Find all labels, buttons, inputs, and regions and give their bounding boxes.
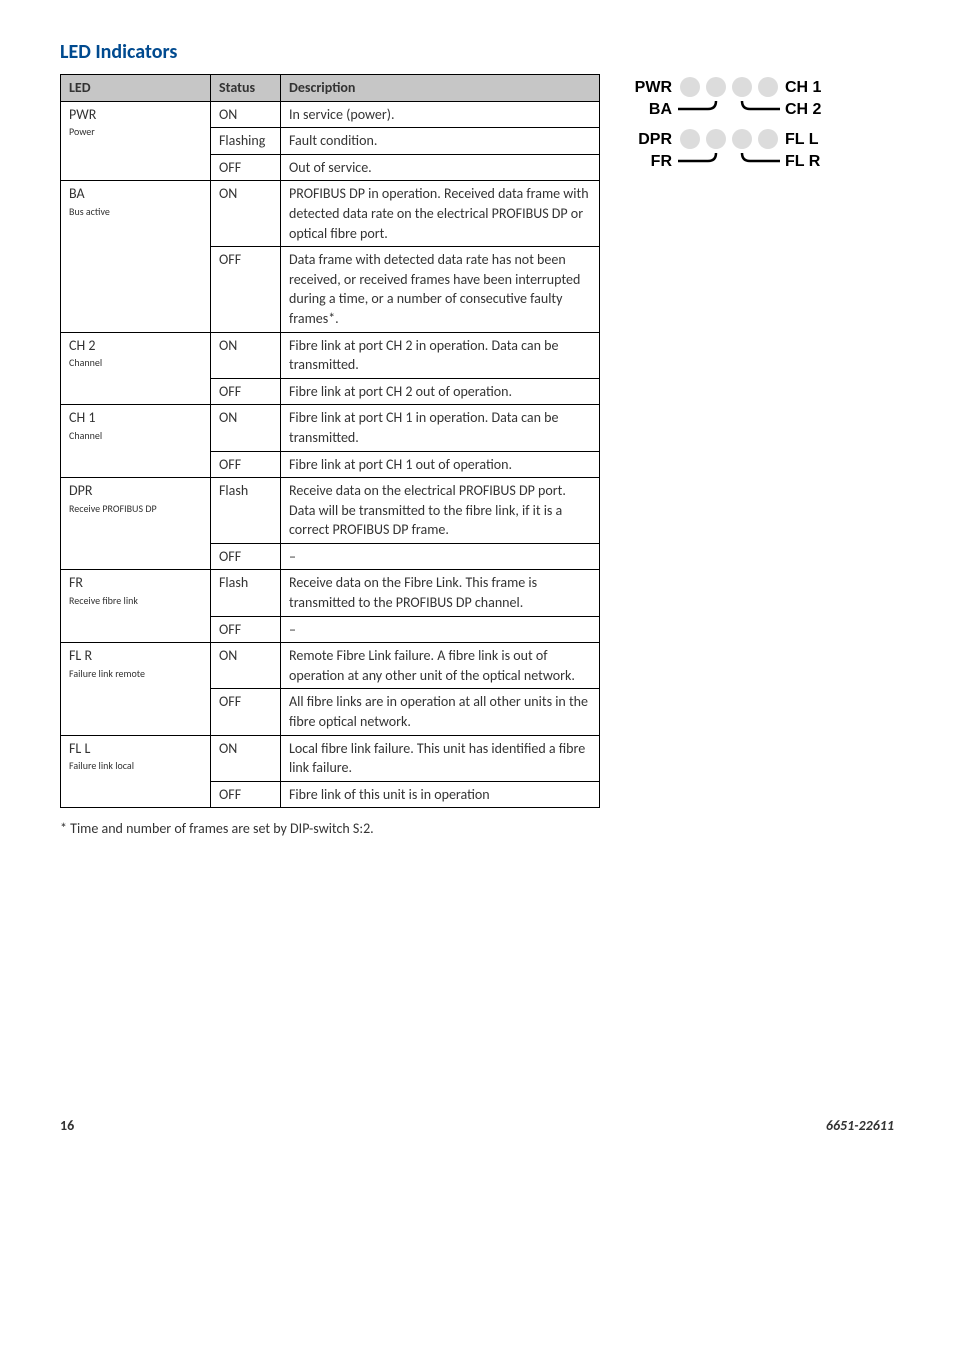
description-cell: Fibre link at port CH 2 out of operation… (281, 378, 600, 405)
status-cell: ON (211, 181, 281, 247)
led-subtitle: Failure link remote (69, 667, 202, 681)
led-circle (758, 129, 778, 149)
led-subtitle: Receive PROFIBUS DP (69, 502, 202, 516)
description-cell: PROFIBUS DP in operation. Received data … (281, 181, 600, 247)
led-name: FL R (69, 647, 92, 664)
description-cell: Receive data on the electrical PROFIBUS … (281, 478, 600, 544)
description-cell: Fibre link at port CH 2 in operation. Da… (281, 332, 600, 378)
status-cell: OFF (211, 616, 281, 643)
led-circle (680, 77, 700, 97)
led-name: PWR (69, 106, 96, 123)
connector-line (678, 153, 716, 161)
description-cell: All fibre links are in operation at all … (281, 689, 600, 735)
connector-line (742, 101, 780, 109)
led-cell: CH 2 Channel (61, 332, 211, 405)
status-cell: ON (211, 332, 281, 378)
led-circle (706, 129, 726, 149)
led-name: BA (69, 185, 85, 202)
diagram-label-ch2: CH 2 (785, 101, 822, 118)
led-cell: DPR Receive PROFIBUS DP (61, 478, 211, 570)
table-row: BA Bus active ONPROFIBUS DP in operation. … (61, 181, 600, 247)
diagram-label-pwr: PWR (635, 79, 673, 96)
header-led: LED (61, 75, 211, 102)
led-cell: PWR Power (61, 101, 211, 181)
led-cell: CH 1 Channel (61, 405, 211, 478)
table-row: FL R Failure link remote ONRemote Fibre Li… (61, 643, 600, 689)
description-cell: – (281, 543, 600, 570)
description-cell: Receive data on the Fibre Link. This fra… (281, 570, 600, 616)
page-footer: 16 6651-22611 (60, 1117, 894, 1134)
description-cell: Remote Fibre Link failure. A fibre link … (281, 643, 600, 689)
status-cell: ON (211, 735, 281, 781)
table-row: PWRPowerONIn service (power). (61, 101, 600, 128)
diagram-label-ba: BA (649, 101, 673, 118)
table-row: FR Receive fibre link FlashReceive data on… (61, 570, 600, 616)
page-title: LED Indicators (60, 40, 894, 64)
diagram-label-ch1: CH 1 (785, 79, 822, 96)
led-subtitle: Channel (69, 356, 202, 370)
led-name: FR (69, 574, 83, 591)
led-name: CH 1 (69, 409, 95, 426)
led-subtitle: Failure link local (69, 759, 202, 773)
led-name: DPR (69, 482, 92, 499)
led-cell: FR Receive fibre link (61, 570, 211, 643)
status-cell: OFF (211, 378, 281, 405)
diagram-label-dpr: DPR (638, 131, 672, 148)
document-number: 6651-22611 (826, 1117, 894, 1134)
led-cell: BA Bus active (61, 181, 211, 332)
led-subtitle: Receive fibre link (69, 594, 202, 608)
content-row: LED Status Description PWRPowerONIn serv… (60, 74, 894, 808)
status-cell: ON (211, 405, 281, 451)
led-circle (680, 129, 700, 149)
description-cell: Fault condition. (281, 128, 600, 155)
led-circle (732, 77, 752, 97)
status-cell: ON (211, 643, 281, 689)
diagram-label-flr: FL R (785, 153, 821, 170)
status-cell: Flash (211, 570, 281, 616)
description-cell: Fibre link at port CH 1 out of operation… (281, 451, 600, 478)
description-cell: Out of service. (281, 154, 600, 181)
table-row: FL L Failure link local ONLocal fibre link… (61, 735, 600, 781)
connector-line (678, 101, 716, 109)
diagram-label-fll: FL L (785, 131, 819, 148)
footnote: * Time and number of frames are set by D… (60, 820, 894, 837)
status-cell: OFF (211, 543, 281, 570)
table-header-row: LED Status Description (61, 75, 600, 102)
header-status: Status (211, 75, 281, 102)
status-cell: OFF (211, 154, 281, 181)
led-subtitle: Power (69, 125, 202, 139)
led-subtitle: Channel (69, 429, 202, 443)
status-cell: Flashing (211, 128, 281, 155)
led-cell: FL L Failure link local (61, 735, 211, 808)
header-description: Description (281, 75, 600, 102)
description-cell: Fibre link of this unit is in operation (281, 781, 600, 808)
status-cell: OFF (211, 451, 281, 478)
led-cell: FL R Failure link remote (61, 643, 211, 735)
status-cell: OFF (211, 689, 281, 735)
diagram-label-fr: FR (651, 153, 673, 170)
table-row: CH 2 Channel ONFibre link at port CH 2 in … (61, 332, 600, 378)
connector-line (742, 153, 780, 161)
led-name: FL L (69, 740, 90, 757)
description-cell: – (281, 616, 600, 643)
description-cell: Data frame with detected data rate has n… (281, 247, 600, 332)
table-row: CH 1 Channel ONFibre link at port CH 1 in … (61, 405, 600, 451)
status-cell: ON (211, 101, 281, 128)
description-cell: Local fibre link failure. This unit has … (281, 735, 600, 781)
description-cell: Fibre link at port CH 1 in operation. Da… (281, 405, 600, 451)
status-cell: OFF (211, 247, 281, 332)
led-circle (732, 129, 752, 149)
table-row: DPR Receive PROFIBUS DP FlashReceive data … (61, 478, 600, 544)
status-cell: OFF (211, 781, 281, 808)
led-circle (706, 77, 726, 97)
led-table: LED Status Description PWRPowerONIn serv… (60, 74, 600, 808)
led-circle (758, 77, 778, 97)
status-cell: Flash (211, 478, 281, 544)
led-subtitle: Bus active (69, 205, 202, 219)
page-number: 16 (60, 1117, 74, 1134)
led-diagram: PWR CH 1 BA CH 2 DPR FL L FR FL R (630, 74, 870, 184)
description-cell: In service (power). (281, 101, 600, 128)
led-name: CH 2 (69, 337, 95, 354)
